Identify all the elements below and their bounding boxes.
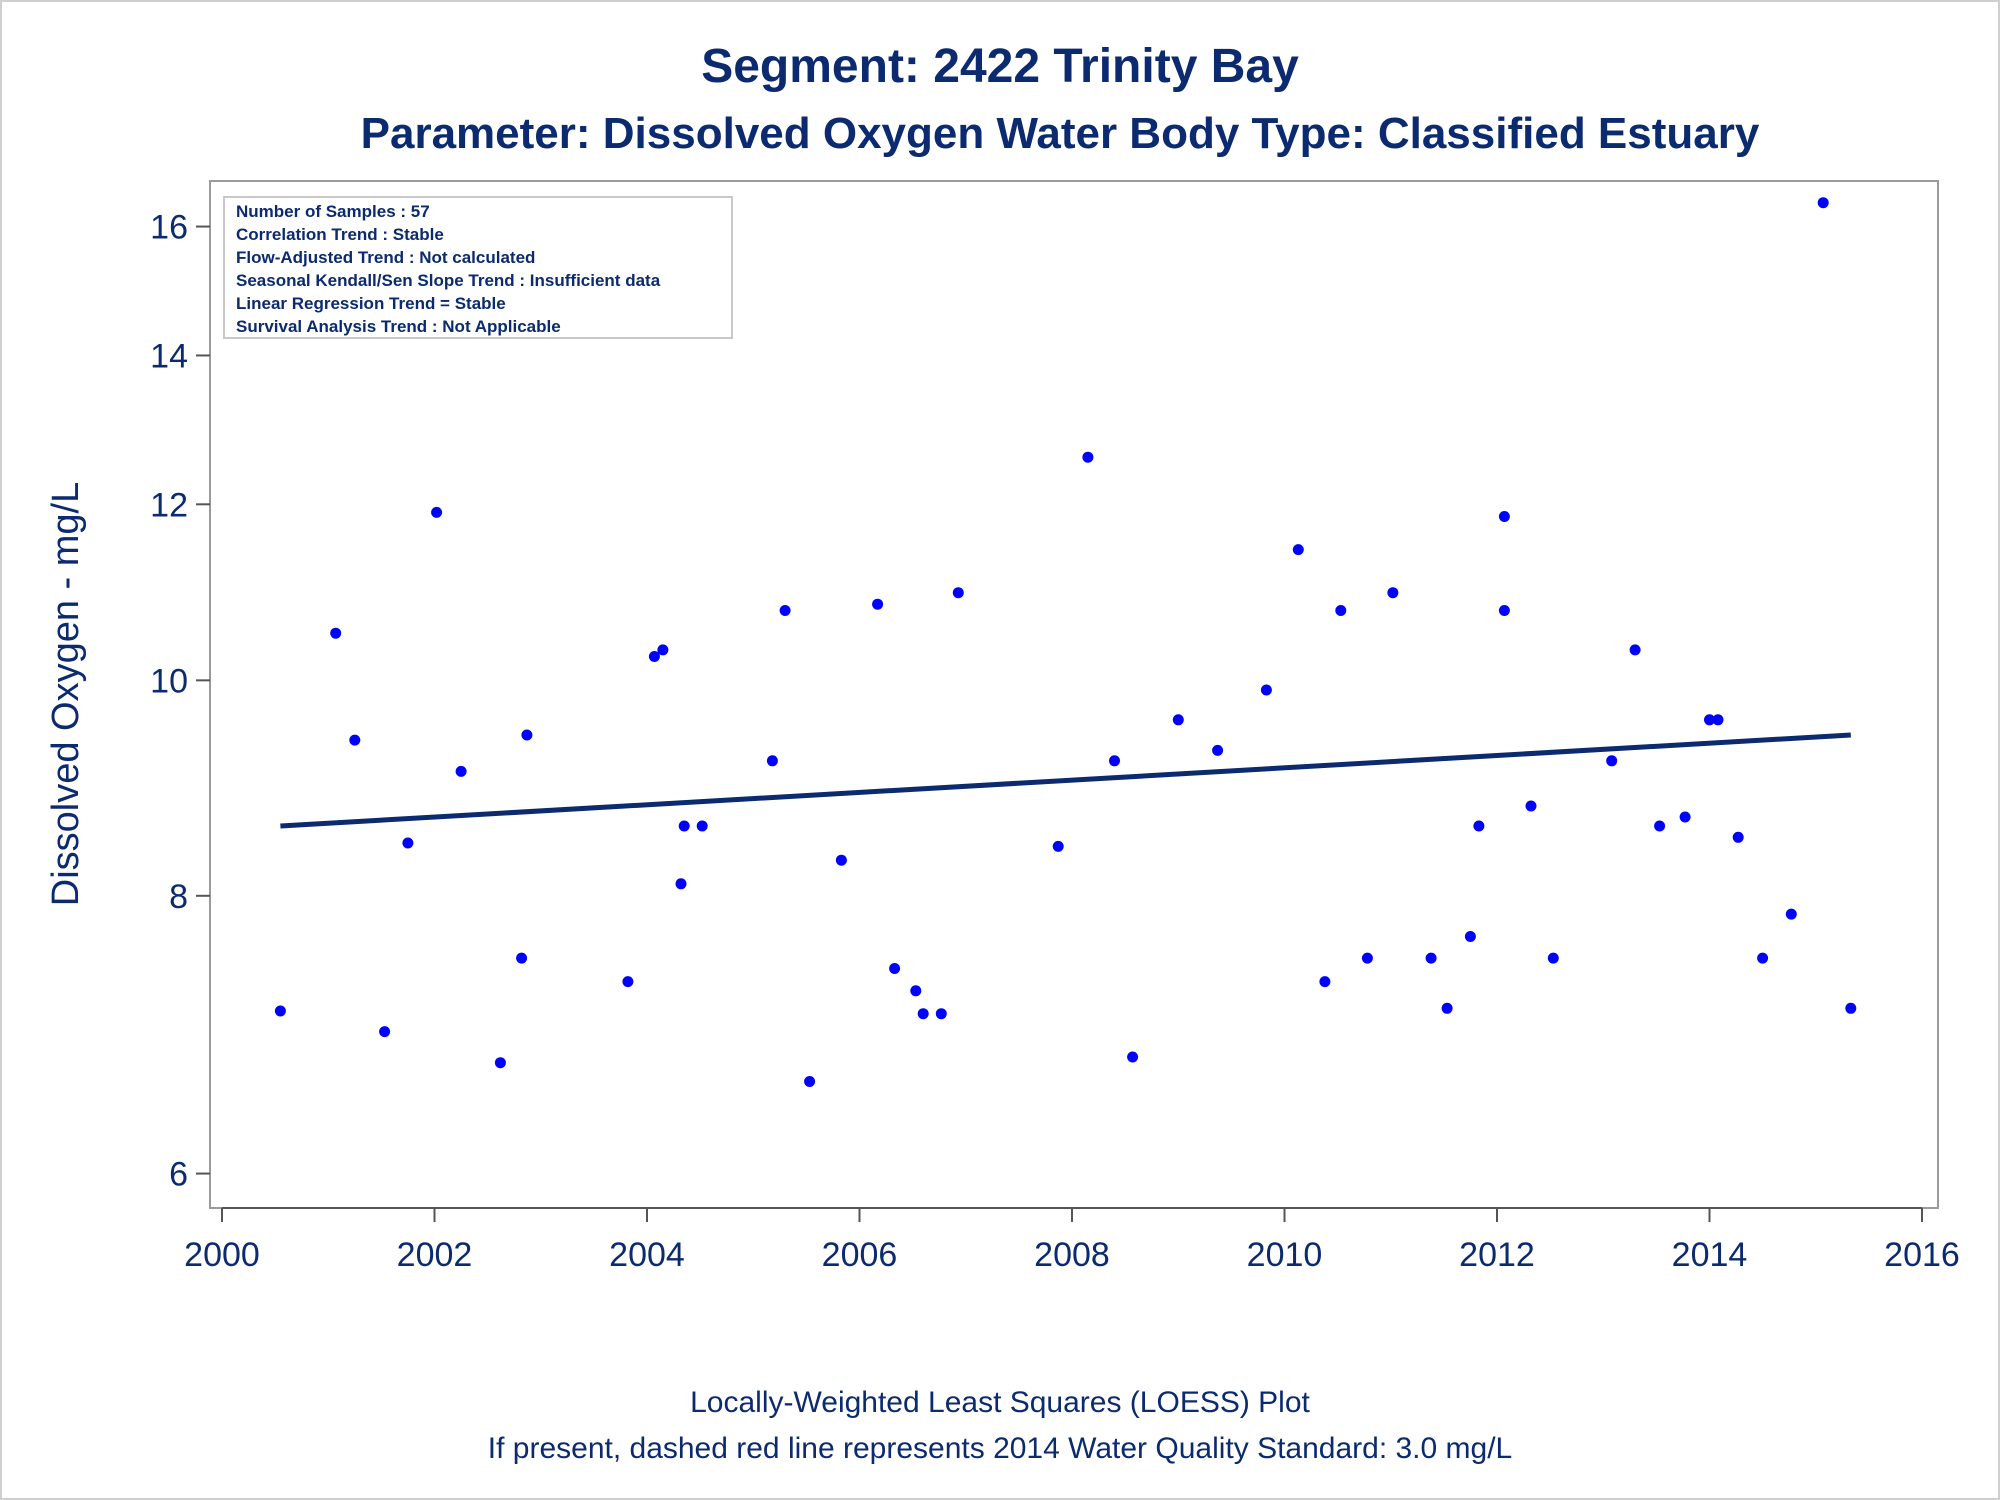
stats-line: Linear Regression Trend = Stable (236, 294, 506, 313)
x-tick-label: 2010 (1247, 1236, 1323, 1274)
y-axis-title: Dissolved Oxygen - mg/L (45, 482, 87, 907)
data-point (675, 878, 687, 890)
data-point (1712, 714, 1724, 726)
data-point (379, 1026, 391, 1038)
data-point (521, 729, 533, 741)
data-point (1547, 952, 1559, 964)
footnote-2: If present, dashed red line represents 2… (488, 1432, 1512, 1465)
data-point (1109, 755, 1120, 767)
data-point (349, 734, 361, 746)
data-point (455, 765, 467, 777)
data-point (1654, 820, 1666, 832)
data-point (494, 1057, 506, 1069)
data-point (1498, 605, 1510, 616)
data-point (274, 1005, 286, 1017)
x-axis: 2000 2002 2004 2006 2008 2010 2012 2014 2016 (184, 1207, 1960, 1274)
data-point (1629, 644, 1641, 656)
data-point (1292, 544, 1304, 556)
data-point (696, 820, 708, 832)
data-point (330, 627, 342, 639)
data-point (1127, 1051, 1139, 1063)
data-point (648, 651, 660, 662)
stats-line: Flow-Adjusted Trend : Not calculated (236, 248, 535, 267)
y-tick-label: 14 (150, 337, 188, 375)
data-point (804, 1076, 816, 1087)
chart-title: Segment: 2422 Trinity Bay (701, 40, 1299, 93)
data-point (622, 976, 634, 988)
x-tick-label: 2000 (184, 1236, 260, 1274)
data-point (1704, 714, 1715, 726)
stats-legend-box: Number of Samples : 57 Correlation Trend … (223, 196, 733, 339)
x-tick-label: 2008 (1034, 1236, 1110, 1274)
footnote-1: Locally-Weighted Least Squares (LOESS) P… (690, 1386, 1310, 1419)
data-point (779, 605, 791, 616)
data-point (952, 587, 964, 599)
data-point (657, 644, 669, 656)
data-point (1525, 800, 1537, 812)
y-tick-label: 10 (150, 662, 188, 700)
data-point (1172, 714, 1184, 726)
stats-line: Seasonal Kendall/Sen Slope Trend : Insuf… (236, 271, 661, 290)
data-points-layer (274, 197, 1857, 1087)
data-point (1732, 831, 1744, 843)
data-point (1757, 952, 1769, 964)
data-point (431, 506, 443, 518)
data-point (1473, 820, 1485, 832)
data-point (1464, 931, 1476, 942)
data-point (889, 963, 901, 974)
data-point (1361, 952, 1373, 964)
y-axis: 6 8 10 12 14 16 (150, 209, 210, 1194)
data-point (402, 837, 414, 849)
x-tick-label: 2004 (609, 1236, 685, 1274)
data-point (1260, 684, 1272, 696)
data-point (917, 1008, 929, 1020)
x-tick-label: 2016 (1884, 1236, 1960, 1274)
data-point (1817, 197, 1829, 209)
data-point (1052, 840, 1064, 852)
y-tick-label: 12 (150, 486, 188, 524)
data-point (910, 985, 922, 997)
data-point (1606, 755, 1618, 767)
stats-box-border (223, 196, 733, 339)
trend-line-layer (280, 732, 1851, 829)
data-point (1319, 976, 1331, 988)
data-point (678, 820, 690, 832)
data-point (766, 755, 778, 767)
data-point (872, 598, 884, 610)
stats-line: Correlation Trend : Stable (236, 225, 444, 244)
data-point (835, 854, 847, 866)
data-point (1335, 605, 1347, 616)
y-tick-label: 16 (150, 209, 188, 247)
data-point (1845, 1002, 1857, 1014)
data-point (1425, 952, 1437, 964)
data-point (1082, 451, 1094, 463)
x-tick-label: 2014 (1672, 1236, 1748, 1274)
x-tick-label: 2002 (397, 1236, 473, 1274)
data-point (1679, 811, 1691, 823)
data-point (1212, 744, 1224, 756)
y-tick-label: 8 (169, 878, 188, 916)
chart-subtitle: Parameter: Dissolved Oxygen Water Body T… (361, 109, 1760, 158)
stats-line: Number of Samples : 57 (236, 202, 430, 221)
data-point (1387, 587, 1399, 599)
data-point (516, 952, 528, 964)
data-point (1441, 1002, 1453, 1014)
data-point (1498, 511, 1510, 522)
data-point (935, 1008, 947, 1020)
x-tick-label: 2006 (822, 1236, 898, 1274)
loess-trend-line (280, 732, 1851, 829)
y-tick-label: 6 (169, 1156, 188, 1194)
stats-line: Survival Analysis Trend : Not Applicable (236, 317, 561, 336)
data-point (1785, 908, 1797, 920)
x-tick-label: 2012 (1459, 1236, 1535, 1274)
